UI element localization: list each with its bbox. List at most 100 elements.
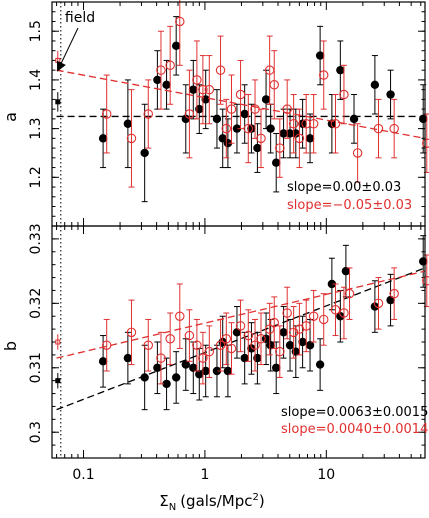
bottom-series-black-point (419, 257, 428, 266)
top-series-black-point (232, 124, 242, 133)
bottom-series-black-point (98, 357, 108, 366)
bottom-series-red-point (204, 346, 215, 357)
bottom-series-black-point (298, 337, 307, 347)
bottom-x-tick-label: 0.1 (72, 467, 94, 483)
top-series-red-point (256, 133, 266, 144)
bottom-series-black-point (232, 328, 242, 337)
x-axis-label-sup: 2 (253, 492, 259, 503)
bottom-series-black-point (201, 366, 210, 376)
top-series-red-point (352, 148, 363, 158)
top-series-red-point (282, 104, 292, 114)
x-axis-label-sub: N (169, 502, 176, 513)
top-series-black-point (212, 114, 222, 124)
bottom-series-black-point (336, 312, 345, 321)
top-series-black-point (305, 134, 315, 143)
bottom-series-black-point (223, 366, 233, 376)
bottom-series-black-point (181, 360, 190, 369)
top-y-axis-label: a (1, 112, 20, 122)
bottom-series-black-point (315, 360, 325, 369)
top-series-red-point (294, 133, 305, 144)
bottom-series-black-point (285, 341, 295, 350)
top-series-black-point (253, 143, 262, 153)
top-series-black-point (370, 80, 380, 89)
top-series-red-point (101, 109, 112, 119)
top-slope-black: slope=0.00±0.03 (287, 180, 401, 195)
top-series-red-point (269, 80, 280, 90)
top-series-black-point (285, 129, 295, 138)
top-series-red-point (226, 104, 237, 114)
bottom-series-red-point (175, 311, 185, 321)
top-y-tick-label: 1.2 (28, 166, 44, 188)
bottom-y-tick-label: 0.31 (28, 352, 44, 383)
top-y-tick-label: 1.5 (28, 20, 44, 42)
top-series-red-point (215, 65, 226, 75)
bottom-y-tick-label: 0.32 (28, 288, 44, 319)
x-axis-label-rest: (gals/Mpc (180, 492, 252, 510)
top-series-red-point (422, 138, 429, 148)
bottom-series-red-point (422, 276, 429, 286)
bottom-series-red-point (308, 311, 319, 321)
bottom-series-red-field-point (55, 339, 61, 345)
field-arrow (56, 27, 79, 72)
top-series-black-point (171, 41, 181, 51)
bottom-series-black-point (266, 341, 275, 350)
top-slope-red: slope=−0.05±0.03 (287, 198, 412, 213)
x-axis-label-main: Σ (159, 492, 168, 510)
top-series-black-point (298, 119, 307, 128)
top-series-black-point (279, 129, 288, 138)
top-series-black-point (336, 65, 345, 75)
bottom-series-black-point (162, 379, 171, 389)
top-series-red-point (389, 123, 399, 134)
bottom-y-tick-label: 0.3 (28, 421, 44, 443)
top-series-black-point (386, 90, 395, 99)
top-series-black-point (272, 158, 281, 167)
top-series-red-point (192, 75, 202, 85)
bottom-series-red-point (250, 340, 260, 350)
bottom-series-red-point (235, 321, 246, 331)
top-series-black-point (189, 85, 198, 94)
bottom-series-black-point (123, 353, 133, 363)
top-series-red-point (308, 118, 319, 129)
bottom-series-red-point (192, 340, 202, 350)
top-series-black-point (195, 104, 204, 114)
bottom-slope-black: slope=0.0063±0.0015 (281, 405, 428, 420)
top-series-red-point (126, 133, 137, 144)
bottom-series-red-point (389, 288, 399, 299)
bottom-series-black-point (272, 363, 281, 372)
top-series-red-point (156, 65, 166, 75)
top-series-black-point (327, 119, 337, 128)
bottom-series-black-point (370, 302, 380, 311)
bottom-series-red-point (198, 353, 208, 363)
bottom-series-red-point (156, 353, 166, 363)
bottom-series-red-point (221, 334, 232, 344)
bottom-series-red-point (184, 330, 195, 341)
bottom-series-black-point (305, 341, 315, 350)
bottom-x-tick-label: 1 (200, 467, 209, 483)
top-series-red-point (204, 84, 215, 95)
top-series-red-point (165, 60, 175, 71)
top-series-black-point (349, 114, 359, 124)
bottom-series-black-point (261, 334, 271, 343)
top-y-tick-label: 1.3 (28, 117, 44, 139)
bottom-series-red-point (126, 327, 137, 338)
top-series-black-point (315, 51, 325, 60)
bottom-panel-frame (51, 225, 426, 459)
bottom-series-red-point (226, 343, 237, 354)
top-series-red-point (318, 70, 329, 80)
bottom-series-red-point (101, 340, 112, 350)
bottom-x-tick-label: 10 (317, 467, 335, 483)
top-series-black-point (98, 134, 108, 143)
bottom-series-black-point (212, 366, 222, 376)
top-series-red-point (288, 118, 299, 129)
bottom-series-red-point (282, 308, 292, 318)
bottom-series-black-point (253, 353, 262, 363)
top-series-black-point (247, 124, 256, 133)
top-series-black-point (223, 139, 233, 148)
top-series-red-point (221, 123, 232, 134)
bottom-series-black-point (279, 328, 288, 337)
top-series-black-point (181, 114, 190, 124)
top-series-black-point (140, 148, 149, 158)
top-series-black-point (162, 80, 171, 89)
top-series-black-point (419, 114, 428, 124)
